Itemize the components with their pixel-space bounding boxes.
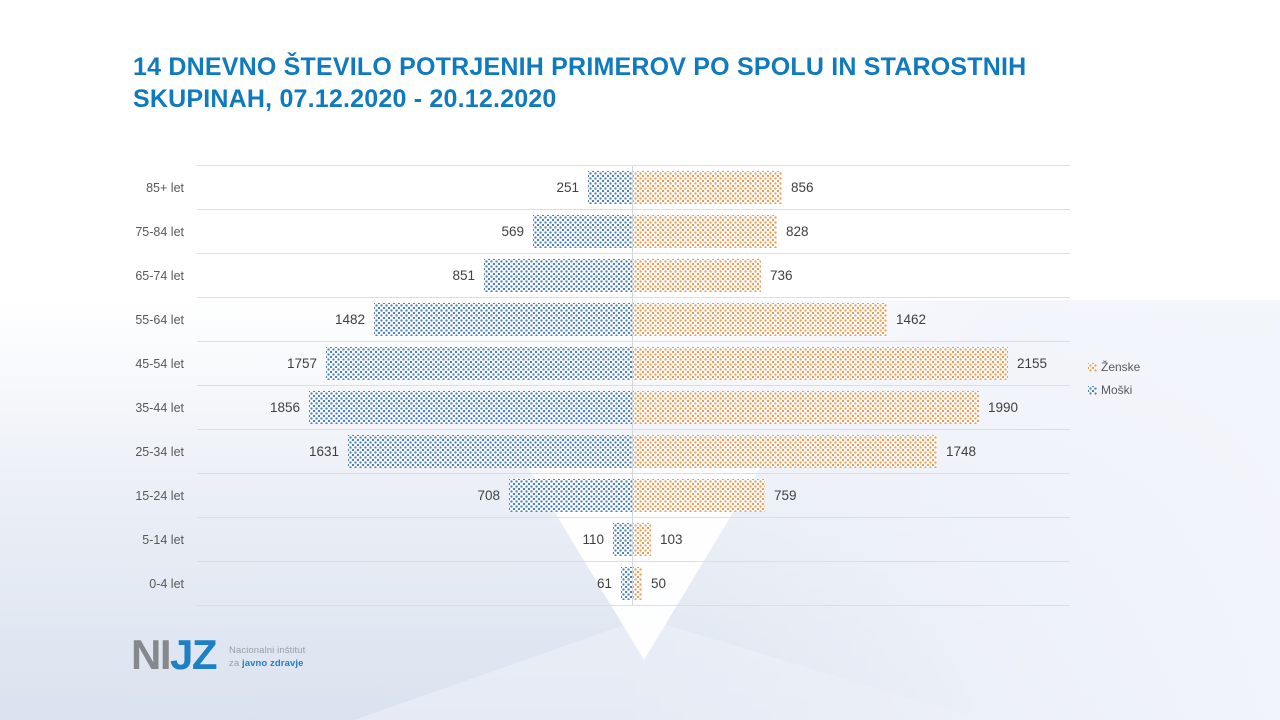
value-label-female: 50 xyxy=(651,576,667,591)
value-label-female: 1748 xyxy=(946,444,977,459)
value-label-female: 828 xyxy=(786,224,809,239)
nijz-logo-text-line1: Nacionalni inštitut xyxy=(229,645,306,656)
nijz-logo-text-line2-blue: javno zdravje xyxy=(242,657,304,669)
legend-label-moski: Moški xyxy=(1101,383,1133,397)
category-label: 25-34 let xyxy=(135,444,184,459)
legend-swatch-moski xyxy=(1088,385,1097,395)
chart-title-line2: SKUPINAH, 07.12.2020 - 20.12.2020 xyxy=(133,84,557,113)
bar-male xyxy=(326,347,632,380)
chart-row: 55-64 let 1482 1462 xyxy=(135,298,1070,342)
bar-female xyxy=(633,215,777,248)
bar-male xyxy=(509,479,632,512)
value-label-female: 856 xyxy=(791,180,814,195)
category-label: 85+ let xyxy=(146,180,184,195)
bar-male xyxy=(484,259,632,292)
category-label: 55-64 let xyxy=(135,312,184,327)
bar-female xyxy=(633,567,642,600)
bar-female xyxy=(633,303,887,336)
category-label: 15-24 let xyxy=(135,488,184,503)
legend: Ženske Moški xyxy=(1088,360,1140,397)
chart-row: 35-44 let 1856 1990 xyxy=(135,386,1070,430)
chart-row: 45-54 let 1757 2155 xyxy=(135,342,1070,386)
value-label-male: 1631 xyxy=(308,444,339,459)
axis-zero-line xyxy=(632,166,633,606)
nijz-logo-acronym: NIJZ xyxy=(131,631,218,678)
category-label: 65-74 let xyxy=(135,268,184,283)
value-label-male: 1856 xyxy=(269,400,300,415)
chart-title: 14 DNEVNO ŠTEVILO POTRJENIH PRIMEROV PO … xyxy=(133,52,1123,115)
value-label-male: 61 xyxy=(596,576,612,591)
legend-label-zenske: Ženske xyxy=(1101,360,1141,374)
bar-male xyxy=(588,171,632,204)
bar-male xyxy=(348,435,632,468)
chart-title-line1: 14 DNEVNO ŠTEVILO POTRJENIH PRIMEROV PO … xyxy=(133,53,1027,81)
legend-item-moski: Moški xyxy=(1088,383,1140,397)
nijz-logo-jz: JZ xyxy=(170,631,218,678)
bar-male xyxy=(374,303,632,336)
value-label-male: 251 xyxy=(556,180,579,195)
bar-female xyxy=(633,479,765,512)
legend-item-zenske: Ženske xyxy=(1088,360,1140,374)
nijz-logo: NIJZ Nacionalni inštitut za javno zdravj… xyxy=(131,634,305,676)
chart-row: 65-74 let 851 736 xyxy=(135,254,1070,298)
bar-male xyxy=(309,391,632,424)
category-label: 45-54 let xyxy=(135,356,184,371)
value-label-female: 103 xyxy=(660,532,683,547)
nijz-logo-text-line2-gray: za xyxy=(229,657,242,669)
bar-female xyxy=(633,347,1008,380)
nijz-logo-ni: NI xyxy=(131,631,172,678)
value-label-female: 2155 xyxy=(1017,356,1048,371)
bar-female xyxy=(633,523,651,556)
category-label: 35-44 let xyxy=(135,400,184,415)
nijz-logo-text: Nacionalni inštitut za javno zdravje xyxy=(229,645,305,671)
value-label-male: 1757 xyxy=(286,356,317,371)
value-label-male: 851 xyxy=(452,268,475,283)
chart-row: 25-34 let 1631 1748 xyxy=(135,430,1070,474)
bar-male xyxy=(533,215,632,248)
bar-male xyxy=(621,567,632,600)
chart-row: 5-14 let 110 103 xyxy=(142,518,1070,562)
chart-row: 75-84 let 569 828 xyxy=(135,210,1070,254)
legend-swatch-zenske xyxy=(1088,362,1097,372)
chart-row: 0-4 let 61 50 xyxy=(149,562,1070,606)
value-label-male: 569 xyxy=(501,224,524,239)
bar-female xyxy=(633,391,979,424)
category-label: 75-84 let xyxy=(135,224,184,239)
value-label-female: 759 xyxy=(774,488,797,503)
chart-row: 85+ let 251 856 xyxy=(146,166,1070,210)
category-label: 5-14 let xyxy=(142,532,184,547)
value-label-male: 1482 xyxy=(334,312,365,327)
value-label-female: 1462 xyxy=(896,312,927,327)
bar-female xyxy=(633,171,782,204)
category-label: 0-4 let xyxy=(149,576,184,591)
value-label-female: 736 xyxy=(770,268,793,283)
chart-row: 15-24 let 708 759 xyxy=(135,474,1070,518)
value-label-female: 1990 xyxy=(988,400,1019,415)
plot-area: 85+ let 251 856 75-84 let 569 828 65-74 let 851… xyxy=(135,165,1070,606)
bar-male xyxy=(613,523,632,556)
value-label-male: 708 xyxy=(477,488,500,503)
bar-female xyxy=(633,259,761,292)
value-label-male: 110 xyxy=(582,532,604,547)
bar-female xyxy=(633,435,937,468)
